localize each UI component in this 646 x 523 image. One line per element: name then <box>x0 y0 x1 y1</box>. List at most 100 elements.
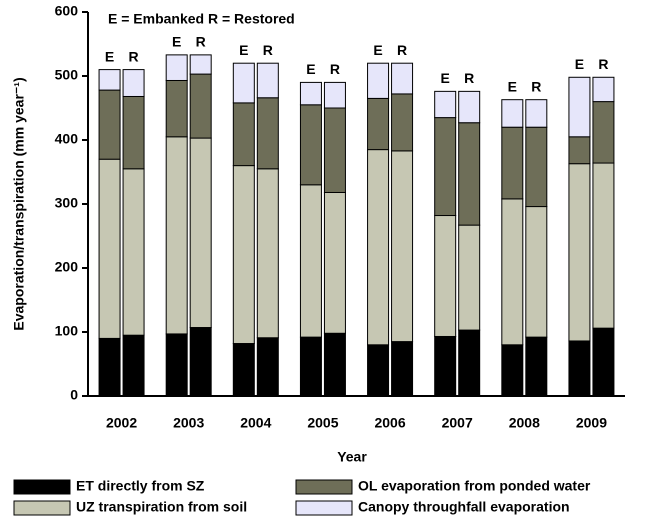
x-tick-label: 2009 <box>576 415 607 431</box>
legend-label: UZ transpiration from soil <box>76 499 247 515</box>
y-tick-label: 500 <box>55 67 79 83</box>
stack-label: E <box>306 61 315 77</box>
y-tick-label: 100 <box>55 323 79 339</box>
bar-segment <box>458 329 481 397</box>
bar-segment <box>501 126 524 200</box>
bar-segment <box>568 340 591 397</box>
bar-segment <box>367 97 390 151</box>
x-axis-title: Year <box>337 449 367 465</box>
legend-swatch <box>13 500 71 516</box>
x-tick-label: 2006 <box>374 415 405 431</box>
bar-segment <box>165 79 188 138</box>
bar-segment <box>501 198 524 346</box>
bar-segment <box>165 136 188 335</box>
y-tick-label: 600 <box>55 3 79 19</box>
x-tick-label: 2007 <box>442 415 473 431</box>
bar-segment <box>391 93 414 152</box>
bar-segment <box>323 81 346 109</box>
bar-segment <box>165 333 188 397</box>
x-tick-label: 2005 <box>307 415 338 431</box>
bar-segment <box>122 95 145 170</box>
bar-segment <box>122 69 145 97</box>
stack-label: E <box>508 78 517 94</box>
bar-segment <box>434 117 457 217</box>
bar-segment <box>501 344 524 397</box>
annotation: E = Embanked R = Restored <box>108 11 295 27</box>
bar-segment <box>501 99 524 128</box>
bar-segment <box>189 73 212 139</box>
y-axis-title: Evaporation/transpiration (mm year⁻¹) <box>11 77 27 330</box>
bar-segment <box>323 191 346 334</box>
y-tick-label: 400 <box>55 131 79 147</box>
stack-label: E <box>105 48 114 64</box>
bar-segment <box>122 334 145 397</box>
bar-segment <box>189 54 212 75</box>
bar-segment <box>232 102 255 167</box>
stack-label: R <box>531 78 541 94</box>
stack-label: R <box>196 34 206 50</box>
legend-label: ET directly from SZ <box>76 478 205 494</box>
bar-segment <box>391 341 414 397</box>
bar-segment <box>525 206 548 338</box>
bar-segment <box>98 158 121 339</box>
bar-segment <box>367 344 390 397</box>
bar-segment <box>458 224 481 331</box>
bar-segment <box>434 335 457 397</box>
bar-segment <box>256 337 279 397</box>
stack-label: R <box>464 70 474 86</box>
bar-segment <box>232 62 255 104</box>
bar-segment <box>323 107 346 193</box>
legend-swatch <box>295 500 353 516</box>
bar-segment <box>458 122 481 226</box>
bar-segment <box>232 165 255 345</box>
bar-segment <box>568 163 591 342</box>
bar-segment <box>458 90 481 124</box>
bar-segment <box>592 101 615 164</box>
stack-label: R <box>598 56 608 72</box>
stack-label: E <box>373 42 382 58</box>
y-tick-label: 200 <box>55 259 79 275</box>
stack-label: E <box>172 34 181 50</box>
legend-label: OL evaporation from ponded water <box>358 478 591 494</box>
bar-segment <box>122 168 145 336</box>
stack-label: R <box>129 48 139 64</box>
bar-segment <box>299 336 322 397</box>
bar-segment <box>434 90 457 119</box>
bar-segment <box>367 149 390 346</box>
bar-segment <box>323 332 346 397</box>
bar-segment <box>98 89 121 160</box>
legend-swatch <box>295 479 353 495</box>
bar-segment <box>525 336 548 397</box>
bar-segment <box>189 327 212 397</box>
bar-segment <box>299 81 322 106</box>
x-tick-label: 2003 <box>173 415 204 431</box>
bar-segment <box>256 62 279 99</box>
bar-segment <box>568 136 591 165</box>
stack-label: E <box>441 70 450 86</box>
bar-segment <box>98 337 121 397</box>
bar-segment <box>98 69 121 91</box>
y-tick-label: 0 <box>70 387 78 403</box>
bar-segment <box>391 62 414 95</box>
bar-segment <box>592 162 615 329</box>
bar-segment <box>165 54 188 81</box>
stack-label: E <box>575 56 584 72</box>
bar-segment <box>299 184 322 338</box>
bar-segment <box>391 150 414 343</box>
stack-label: E <box>239 42 248 58</box>
bar-segment <box>256 168 279 339</box>
bar-segment <box>434 215 457 337</box>
bar-segment <box>232 343 255 397</box>
legend-swatch <box>13 479 71 495</box>
x-tick-label: 2002 <box>106 415 137 431</box>
stack-label: R <box>263 42 273 58</box>
x-tick-label: 2004 <box>240 415 271 431</box>
bar-segment <box>299 104 322 186</box>
bar-segment <box>568 76 591 138</box>
bar-segment <box>525 126 548 208</box>
bar-segment <box>525 99 548 128</box>
bar-segment <box>367 62 390 99</box>
bar-segment <box>592 327 615 397</box>
stack-label: R <box>330 61 340 77</box>
